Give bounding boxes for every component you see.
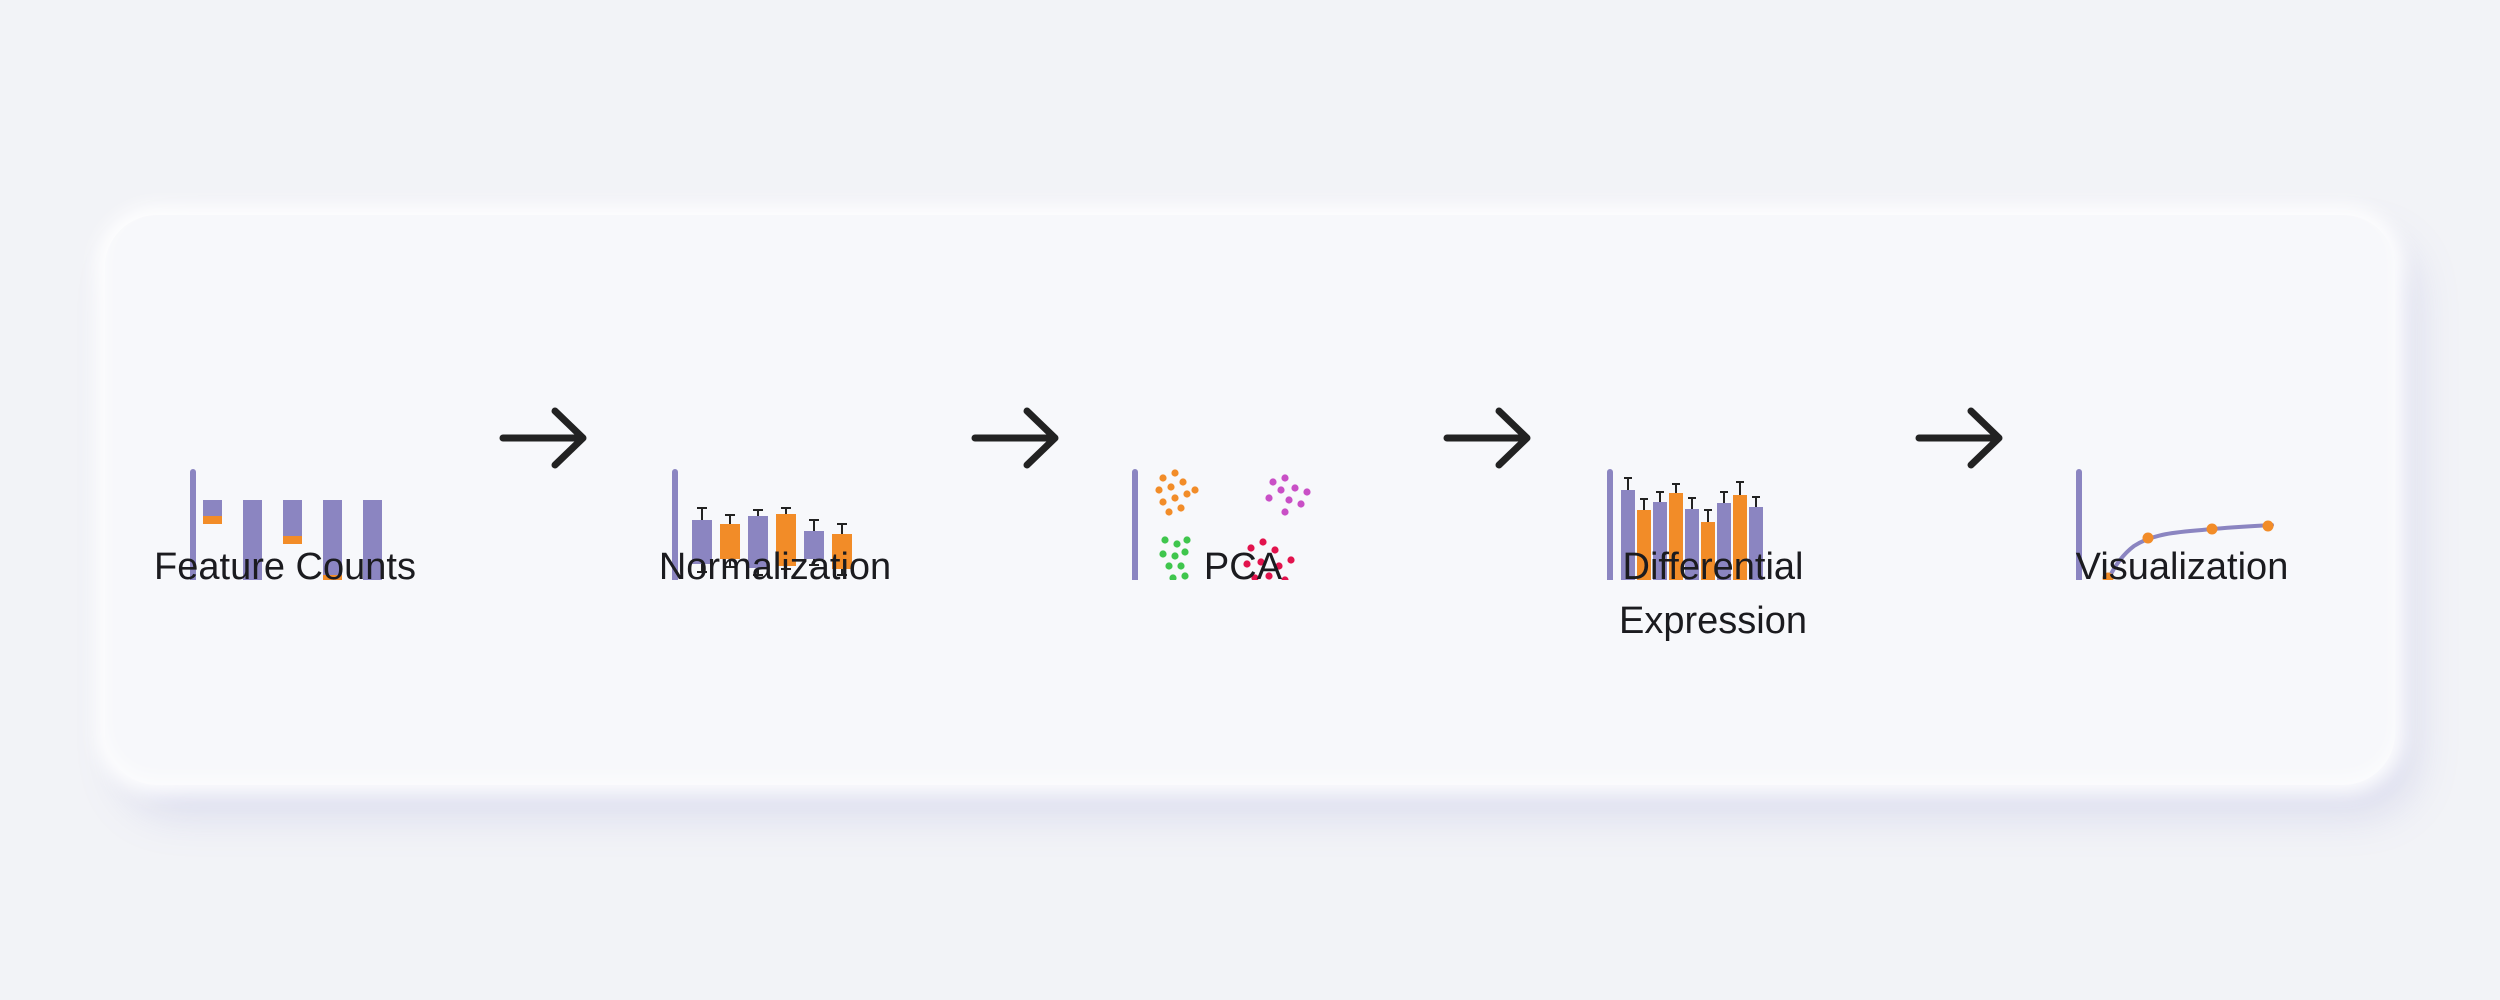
right-arrow-icon <box>1443 407 1531 469</box>
step-label: Normalization <box>658 546 892 588</box>
right-arrow-icon <box>971 407 1059 469</box>
grouped-bar-chart-icon <box>1607 469 1763 580</box>
right-arrow-icon <box>499 407 587 469</box>
step-differential-expression: Differential Expression <box>1533 215 1893 815</box>
step-label: PCA <box>1203 546 1283 588</box>
step-pca: PCA <box>1063 215 1423 815</box>
step-feature-counts: Feature Counts <box>105 215 465 815</box>
right-arrow-icon <box>1915 407 2003 469</box>
cluster-scatter-icon <box>1132 469 1311 580</box>
step-label: Feature Counts <box>154 546 416 588</box>
step-normalization: Normalization <box>595 215 955 815</box>
stacked-bar-chart-icon <box>190 469 382 580</box>
pipeline-card: Feature Counts Normalization <box>105 215 2395 785</box>
step-visualization: Visualization <box>2002 215 2362 815</box>
box-plot-icon <box>672 469 852 580</box>
curve-plot-icon <box>2076 469 2274 580</box>
step-label: Differential Expression <box>1619 546 1807 642</box>
step-label: Visualization <box>2075 546 2289 588</box>
